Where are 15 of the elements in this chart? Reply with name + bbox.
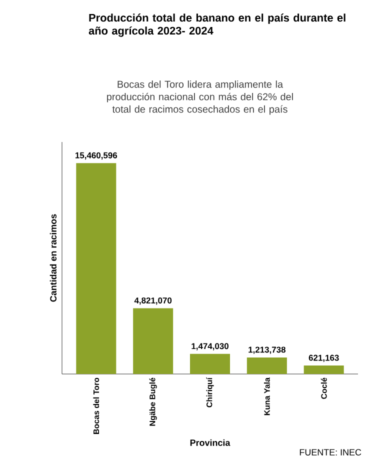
source-note: FUENTE: INEC [300,449,362,456]
y-axis-title: Cantidad en racimos [50,214,56,302]
data-label: 621,163 [308,354,339,362]
bar [246,357,287,374]
bar [133,308,174,374]
bar [304,366,344,374]
data-label: 15,460,596 [75,152,118,160]
x-axis-title: Provincia [190,439,230,446]
bar [76,163,116,374]
data-label: 1,474,030 [192,343,228,350]
data-label: 4,821,070 [134,297,172,305]
chart-title: Producción total de banano en el país durante el año agrícola 2023- 2024 [88,14,346,37]
chart-subtitle: Bocas del Toro lidera ampliamente la producción nacional con más del 62% del total de racimos cosechados en el país [107,80,293,115]
bar [190,354,230,374]
data-label: 1,213,738 [248,346,286,354]
